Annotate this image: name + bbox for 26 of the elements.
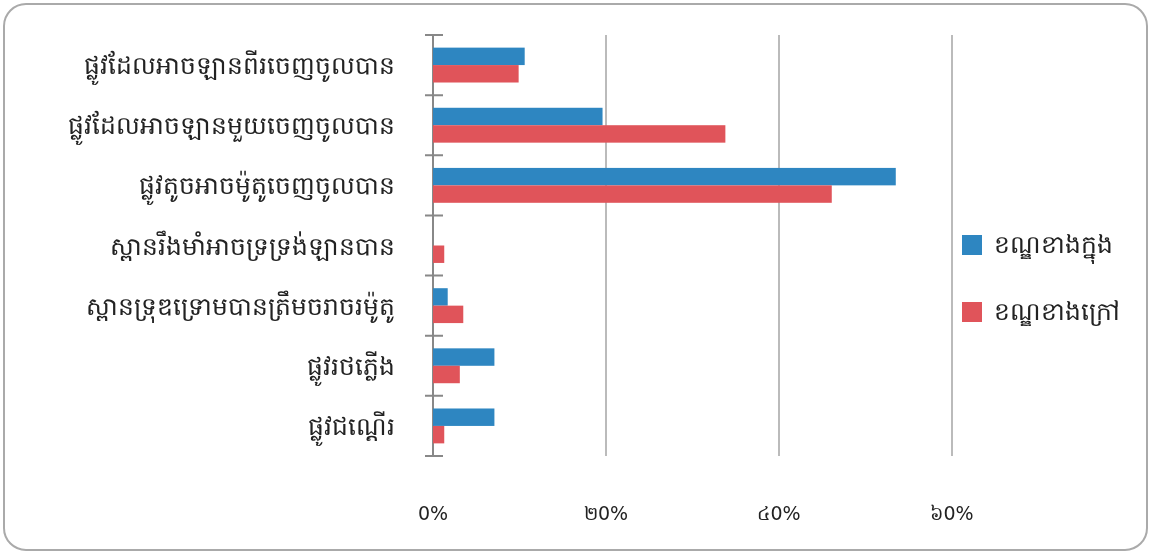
x-tick-label: ៦0% — [930, 502, 974, 524]
x-tick-label: ៤0% — [757, 502, 801, 524]
bar — [433, 245, 445, 263]
x-tick-label: 0% — [417, 502, 449, 524]
bar — [433, 65, 519, 83]
bar — [433, 185, 832, 203]
y-tick-label: ផ្លូវដែលអាចឡានពីរចេញចូលបាន — [84, 50, 395, 86]
y-tick-label: ផ្លូវដែលអាចឡានមួយចេញចូលបាន — [68, 110, 395, 146]
bar — [433, 425, 445, 444]
bar — [433, 348, 495, 366]
bar — [433, 365, 460, 384]
y-tick-label: ផ្លូវតូចអាចម៉ូតូចេញចូលបាន — [139, 170, 395, 206]
x-tick-label: ២0% — [583, 502, 629, 524]
bar — [433, 288, 448, 306]
y-tick-label: ស្ពានទ្រុឌទ្រោមបានត្រឹមចរាចរម៉ូតូ — [86, 289, 395, 323]
bar — [433, 408, 495, 426]
bar — [433, 107, 603, 126]
bar — [433, 47, 525, 66]
legend-label: ខណ្ឌខាងក្នុង — [994, 230, 1113, 264]
bar — [433, 125, 726, 143]
bar — [433, 167, 896, 186]
y-tick-label: ផ្លូវរថភ្លើង — [307, 350, 395, 386]
y-tick-label: ផ្លូវជណ្តើរ — [308, 410, 395, 446]
bar — [433, 305, 464, 324]
legend-label: ខណ្ឌខាងក្រៅ — [994, 297, 1120, 327]
y-tick-label: ស្ពានរឹងមាំអាចទ្រទ្រង់ឡានបាន — [110, 229, 395, 262]
